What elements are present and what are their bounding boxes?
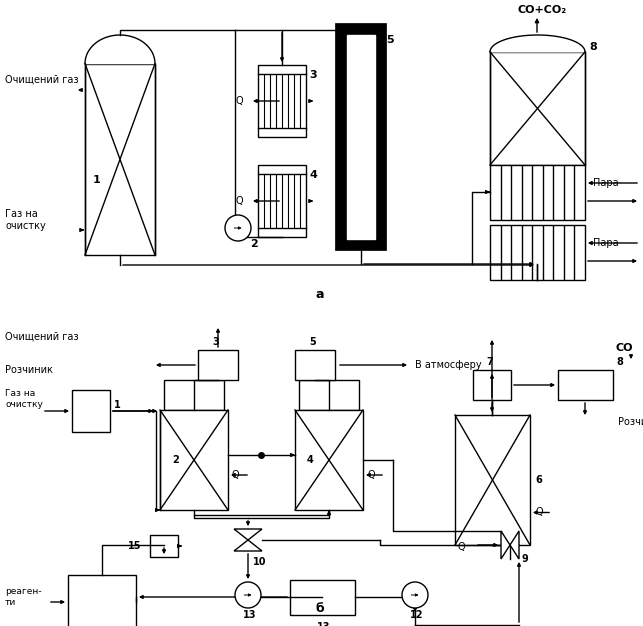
- Bar: [347, 35, 375, 239]
- Text: Q: Q: [232, 470, 240, 480]
- Polygon shape: [85, 35, 155, 64]
- Bar: [490, 225, 585, 280]
- Bar: [198, 350, 238, 380]
- Text: 9: 9: [522, 554, 529, 564]
- Text: 13: 13: [243, 610, 257, 620]
- Text: В атмосферу: В атмосферу: [415, 360, 482, 370]
- Text: Очищений газ: Очищений газ: [5, 332, 78, 342]
- Bar: [290, 580, 355, 615]
- Text: 10: 10: [253, 557, 266, 567]
- Text: 4: 4: [309, 170, 317, 180]
- Polygon shape: [501, 531, 510, 559]
- Text: 1: 1: [114, 400, 121, 410]
- Text: CO: CO: [616, 343, 633, 353]
- Text: Q: Q: [367, 470, 375, 480]
- Text: 4: 4: [307, 455, 314, 465]
- Circle shape: [225, 215, 251, 241]
- Text: б: б: [316, 602, 324, 615]
- Polygon shape: [234, 540, 262, 551]
- Text: 5: 5: [386, 35, 394, 45]
- Text: 8: 8: [589, 42, 597, 52]
- Text: 7: 7: [487, 357, 493, 367]
- Text: Пара: Пара: [593, 178, 619, 188]
- Bar: [295, 350, 335, 380]
- Bar: [340, 28, 382, 246]
- Text: Розчиник: Розчиник: [618, 417, 643, 427]
- Bar: [258, 165, 306, 237]
- Text: а: а: [316, 289, 324, 302]
- Text: 2: 2: [172, 455, 179, 465]
- Bar: [455, 415, 530, 545]
- Bar: [68, 575, 136, 626]
- Text: реаген-
ти: реаген- ти: [5, 587, 42, 607]
- Bar: [490, 165, 585, 220]
- Polygon shape: [234, 529, 262, 540]
- Bar: [164, 380, 224, 410]
- Text: Газ на
очистку: Газ на очистку: [5, 209, 46, 231]
- Bar: [85, 64, 155, 255]
- Bar: [558, 370, 613, 400]
- Text: Q: Q: [535, 508, 543, 518]
- Bar: [160, 410, 228, 510]
- Bar: [150, 535, 178, 557]
- Text: Q: Q: [236, 96, 244, 106]
- Text: Очищений газ: Очищений газ: [5, 75, 78, 85]
- Text: 15: 15: [128, 541, 141, 551]
- Text: 5: 5: [310, 337, 316, 347]
- Text: CO+CO₂: CO+CO₂: [517, 5, 566, 15]
- Text: 3: 3: [213, 337, 219, 347]
- Text: 8: 8: [616, 357, 623, 367]
- Bar: [295, 410, 363, 510]
- Text: Q: Q: [236, 196, 244, 206]
- Bar: [490, 52, 585, 165]
- Text: Пара: Пара: [593, 238, 619, 248]
- Circle shape: [402, 582, 428, 608]
- Text: 12: 12: [410, 610, 424, 620]
- Polygon shape: [490, 35, 585, 52]
- Bar: [258, 65, 306, 137]
- Text: 2: 2: [250, 239, 258, 249]
- Bar: [72, 390, 110, 432]
- Text: 13: 13: [317, 622, 331, 626]
- Bar: [299, 380, 359, 410]
- Polygon shape: [510, 531, 519, 559]
- Text: Газ на
очистку: Газ на очистку: [5, 389, 43, 409]
- Text: 1: 1: [93, 175, 101, 185]
- Bar: [473, 370, 511, 400]
- Text: 6: 6: [535, 475, 542, 485]
- Text: Розчиник: Розчиник: [5, 365, 53, 375]
- Text: Q: Q: [458, 542, 466, 552]
- Circle shape: [235, 582, 261, 608]
- Text: 3: 3: [309, 70, 316, 80]
